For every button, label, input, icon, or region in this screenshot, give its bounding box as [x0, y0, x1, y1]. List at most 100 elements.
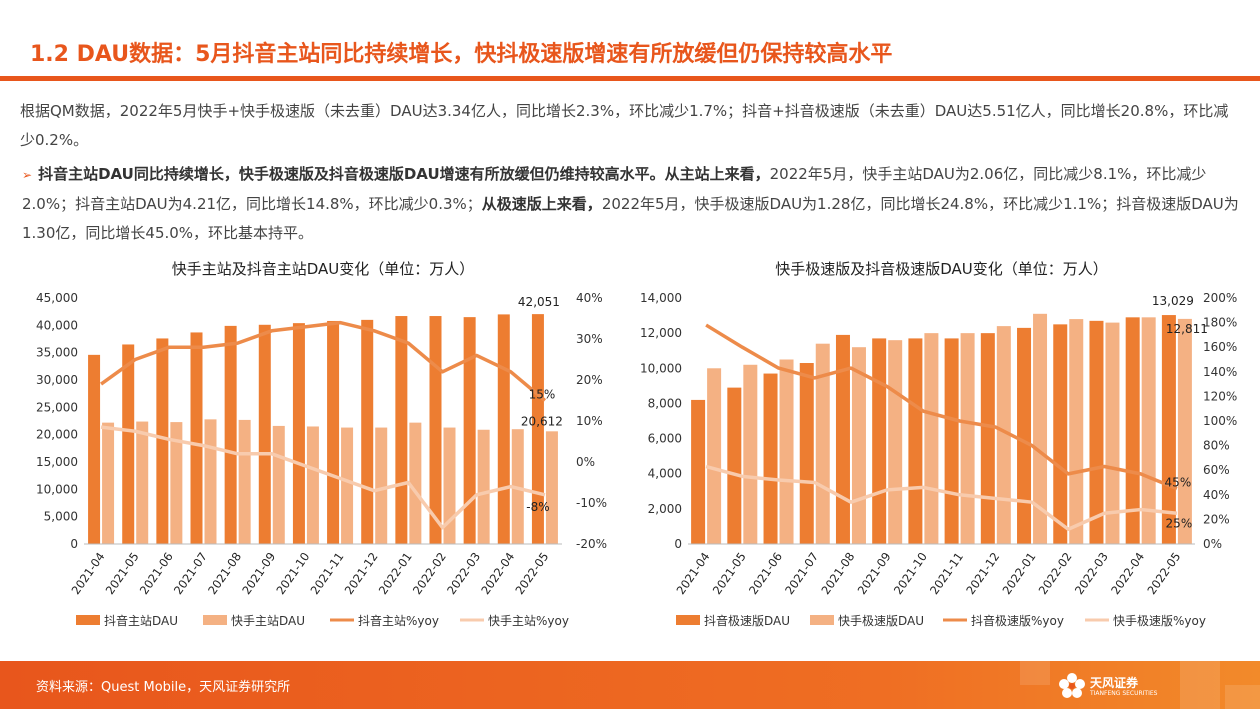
chart2-bar-b: [779, 359, 794, 544]
chart2-bar-a: [908, 338, 923, 544]
chart2-xtick: 2021-12: [963, 550, 1002, 597]
chart2-bar-a: [1017, 327, 1032, 544]
chart1-ytick: 0: [70, 537, 78, 551]
chart1-y2tick: 0%: [576, 455, 595, 469]
chart2-bar-a: [691, 399, 706, 544]
chart-lite-app-dau: 快手极速版及抖音极速版DAU变化（单位：万人） 0 2,000 4,000 6,000 8…: [640, 260, 1237, 628]
page-title: 1.2 DAU数据：5月抖音主站同比持续增长，快抖极速版增速有所放缓但仍保持较高…: [30, 42, 893, 67]
bullet-arrow-icon: ➢: [22, 168, 33, 182]
chart2-bar-b: [996, 326, 1011, 544]
company-logo: 天风证券 TIANFENG SECURITIES: [1058, 672, 1168, 702]
chart2-title: 快手极速版及抖音极速版DAU变化（单位：万人）: [775, 260, 1108, 278]
chart2-xtick: 2021-07: [782, 550, 821, 597]
logo-subtitle: TIANFENG SECURITIES: [1090, 690, 1158, 697]
bullet-text-1: 2022年5月，快手主站DAU为2.06亿，同比减少8.1%，环比减少2.0%；…: [22, 165, 1207, 213]
chart1-bar-b: [204, 419, 217, 544]
chart2-label-line2_last: 25%: [1166, 516, 1193, 530]
chart2-xtick: 2022-04: [1108, 550, 1147, 597]
chart1-legend-swatch: [76, 615, 100, 625]
chart2-xtick: 2021-05: [710, 550, 749, 597]
bullet-text-2: 2022年5月，快手极速版DAU为1.28亿，同比增长24.8%，环比减少1.1…: [22, 195, 1239, 242]
chart2-xtick: 2022-01: [999, 550, 1038, 597]
chart2-ytick: 2,000: [648, 502, 682, 516]
chart1-y2tick: 10%: [576, 414, 603, 428]
chart1-bar-b: [545, 431, 558, 544]
chart1-xtick: 2021-08: [205, 550, 244, 597]
chart1-ytick: 25,000: [36, 400, 78, 414]
chart2-bar-b: [1141, 317, 1156, 544]
chart2-ytick: 8,000: [648, 396, 682, 410]
chart2-bar-a: [980, 333, 995, 544]
chart2-y2tick: 160%: [1203, 340, 1237, 354]
chart2-legend-swatch: [676, 615, 700, 625]
chart2-line-b: [705, 464, 1178, 531]
chart2-bar-b: [960, 333, 975, 544]
chart2-bar-a: [1161, 315, 1176, 544]
chart2-y2tick: 180%: [1203, 316, 1237, 330]
chart1-legend-label: 快手主站DAU: [231, 614, 305, 628]
chart1-bar-a: [88, 354, 101, 544]
chart2-bar-a: [835, 334, 850, 544]
chart1-bar-b: [477, 429, 490, 544]
chart1-bar-b: [170, 422, 183, 544]
chart1-bar-b: [341, 427, 354, 544]
chart1-line-a: [100, 320, 547, 402]
chart1-bar-a: [156, 338, 169, 544]
chart2-y2tick: 120%: [1203, 389, 1237, 403]
chart1-bar-a: [224, 325, 237, 544]
chart2-label-line1_last: 45%: [1165, 476, 1192, 490]
chart1-xtick: 2021-09: [239, 550, 278, 597]
chart2-xtick: 2021-10: [891, 550, 930, 597]
chart1-y2tick: -20%: [576, 537, 607, 551]
chart1-xtick: 2022-05: [512, 550, 551, 597]
chart2-bar-b: [707, 368, 722, 544]
chart1-bar-b: [238, 419, 251, 544]
logo-name: 天风证券: [1090, 676, 1139, 690]
chart2-line-a: [705, 323, 1178, 491]
chart1-xtick: 2021-11: [307, 550, 346, 597]
chart2-ytick: 10,000: [640, 361, 682, 375]
chart1-label-line1_last: 15%: [529, 388, 556, 402]
chart1-bar-b: [375, 427, 388, 544]
chart1-bar-a: [497, 314, 510, 544]
chart2-ytick: 12,000: [640, 326, 682, 340]
chart1-xtick: 2022-02: [410, 550, 449, 597]
chart1-legend-swatch: [203, 615, 227, 625]
chart1-y2tick: 40%: [576, 291, 603, 305]
chart2-bar-a: [1053, 324, 1068, 544]
bullet-bold-lead: 抖音主站DAU同比持续增长，快手极速版及抖音极速版DAU增速有所放缓但仍维持较高…: [38, 165, 770, 183]
chart2-ytick: 0: [674, 537, 682, 551]
chart1-bar-b: [409, 422, 422, 544]
chart2-bar-b: [851, 347, 866, 544]
chart1-bar-b: [136, 421, 149, 544]
chart2-xtick: 2021-08: [818, 550, 857, 597]
chart2-y2tick: 0%: [1203, 537, 1222, 551]
chart1-ytick: 5,000: [44, 510, 78, 524]
chart1-bar-a: [190, 332, 203, 544]
chart1-y2tick: 30%: [576, 332, 603, 346]
chart2-bar-a: [1125, 317, 1140, 544]
source-note: 资料来源：Quest Mobile，天风证券研究所: [36, 680, 291, 695]
chart-main-app-dau: 快手主站及抖音主站DAU变化（单位：万人） 0 5,000 10,000 15,000 2…: [36, 260, 607, 628]
chart1-bar-b: [443, 427, 456, 544]
chart2-ytick: 6,000: [648, 432, 682, 446]
chart1-label-line2_last: -8%: [526, 500, 549, 514]
chart2-xtick: 2021-11: [927, 550, 966, 597]
chart2-bar-a: [763, 373, 778, 544]
chart2-y2tick: 100%: [1203, 414, 1237, 428]
chart1-bar-a: [122, 344, 135, 544]
chart1-xtick: 2021-10: [273, 550, 312, 597]
chart1-bar-a: [327, 320, 340, 544]
chart1-xtick: 2022-03: [444, 550, 483, 597]
chart2-label-bar2_last: 12,811: [1166, 322, 1208, 336]
chart2-legend-label: 快手极速版%yoy: [1113, 614, 1206, 628]
chart1-ytick: 15,000: [36, 455, 78, 469]
chart1-bar-b: [272, 425, 285, 544]
chart1-xtick: 2022-01: [376, 550, 415, 597]
chart1-bar-a: [292, 323, 305, 544]
chart2-xtick: 2021-09: [855, 550, 894, 597]
chart2-bar-b: [815, 343, 830, 544]
chart2-bar-b: [1105, 322, 1120, 544]
chart1-xtick: 2021-06: [137, 550, 176, 597]
chart1-ytick: 40,000: [36, 318, 78, 332]
